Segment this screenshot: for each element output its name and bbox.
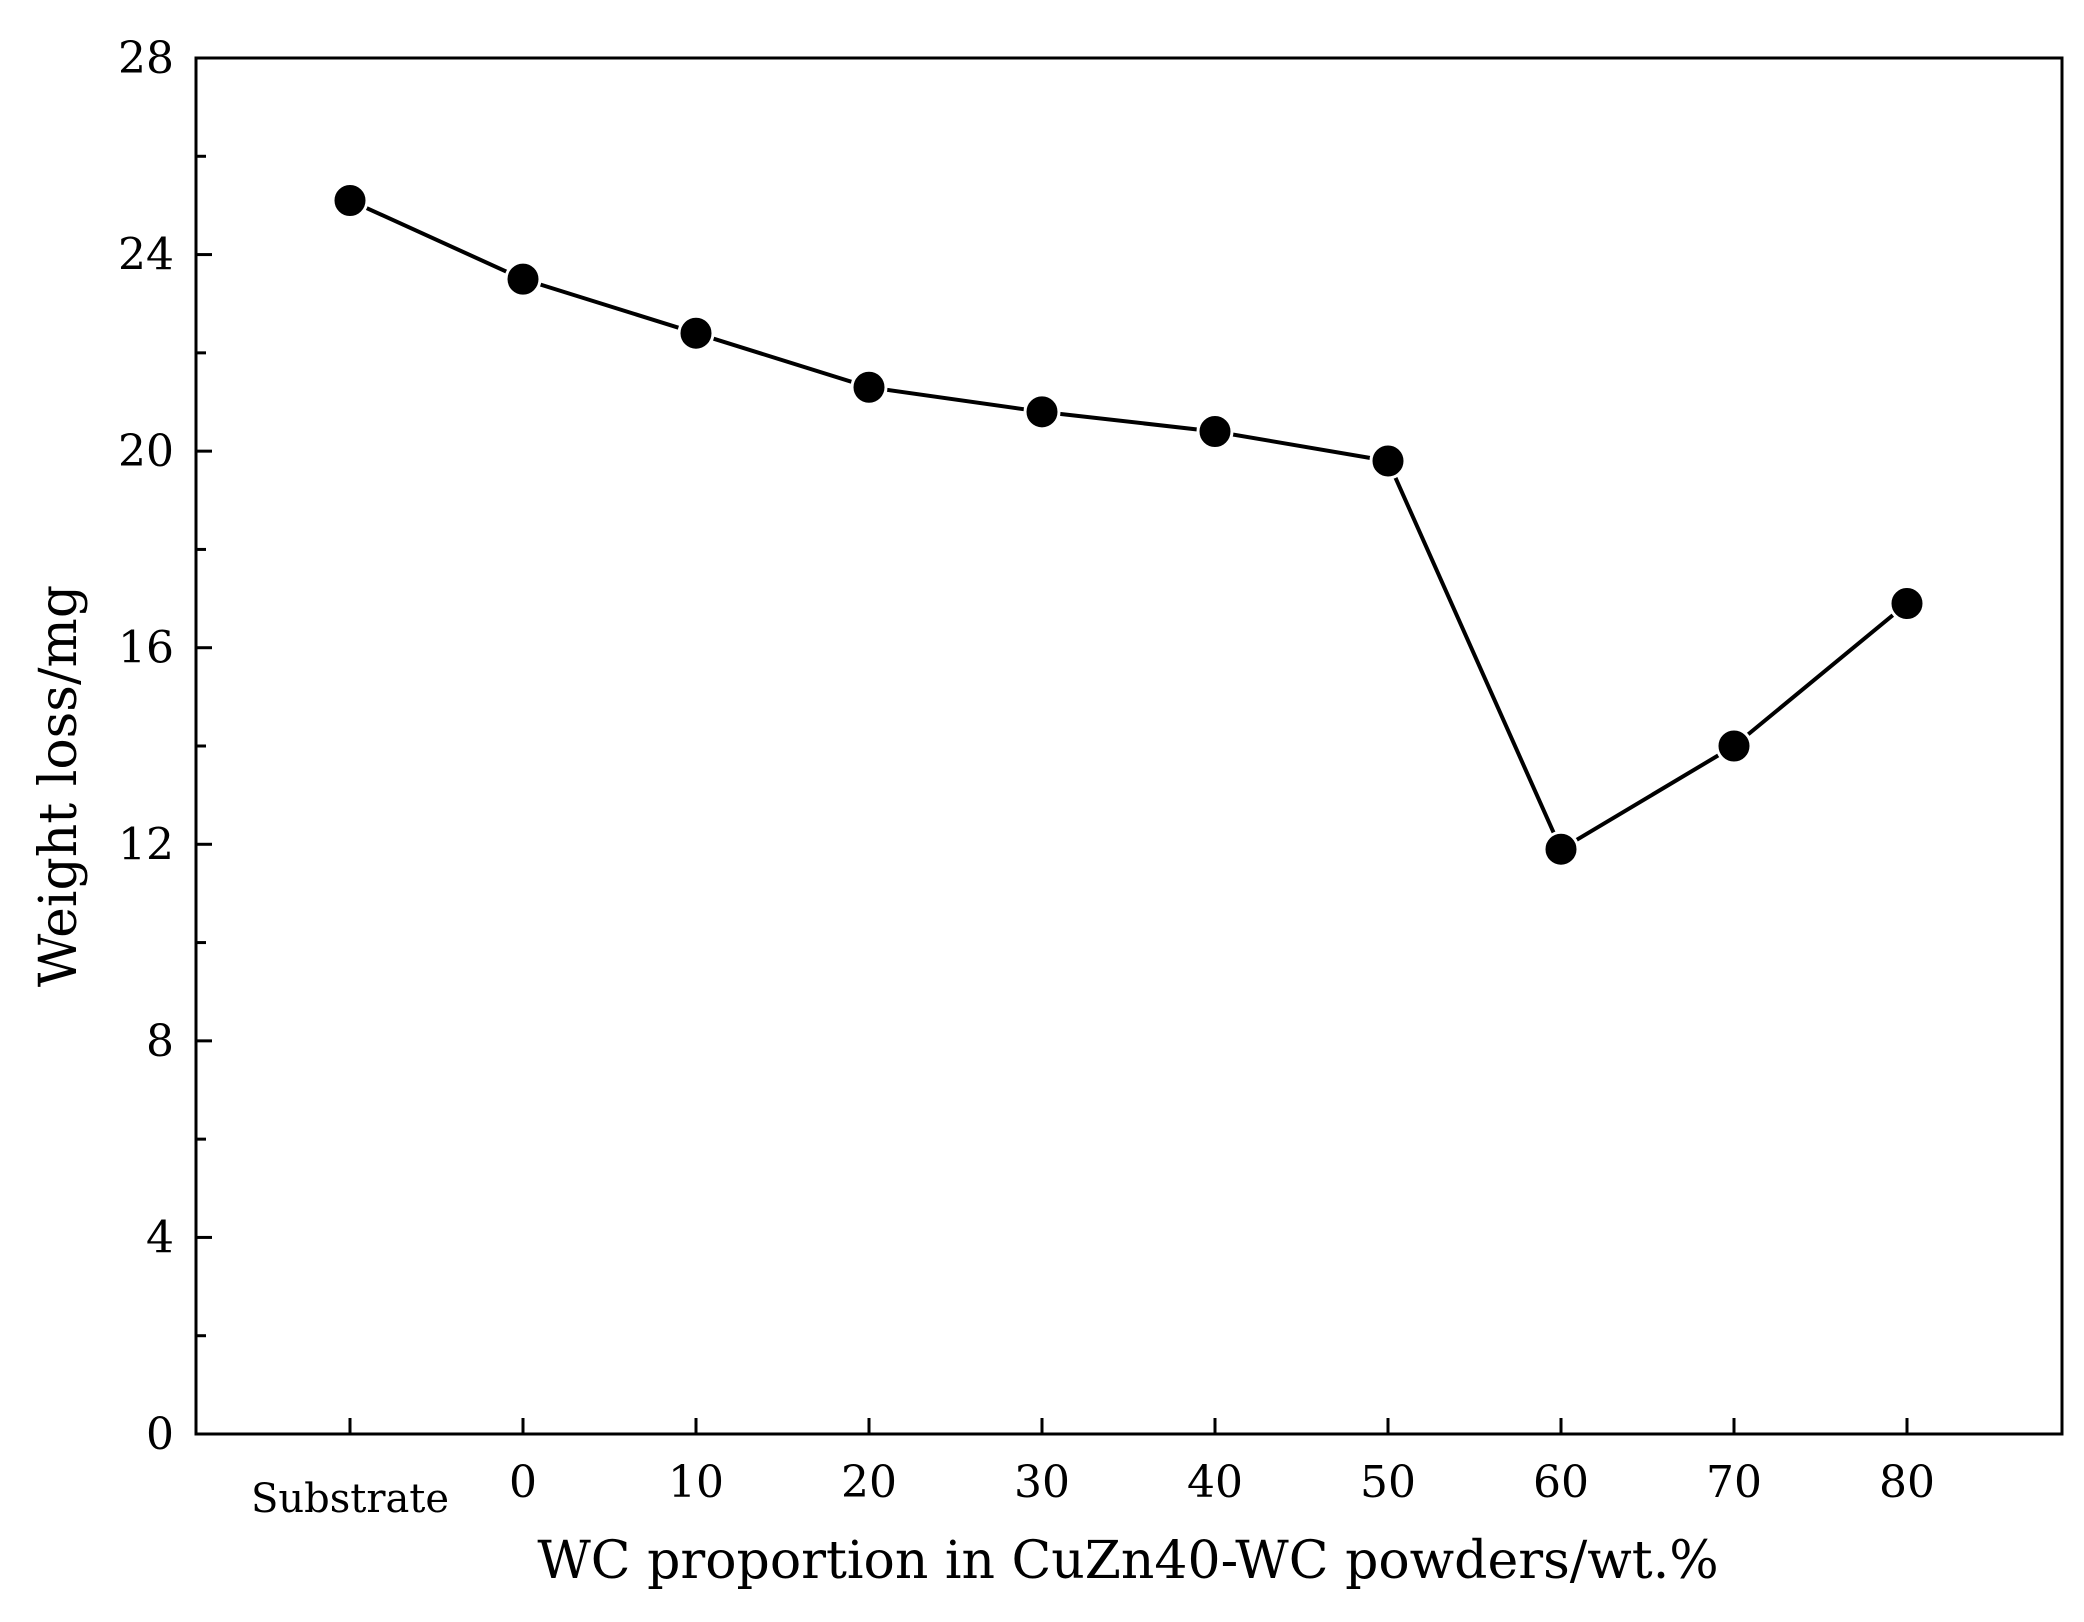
data-point-80 — [1888, 584, 1926, 622]
x-category-label: 50 — [1360, 1457, 1416, 1508]
y-tick-label: 20 — [118, 426, 174, 477]
y-tick-label: 28 — [118, 33, 174, 84]
x-category-label: 60 — [1533, 1457, 1589, 1508]
y-tick-label: 4 — [146, 1212, 174, 1263]
y-axis-ticks — [196, 56, 212, 1436]
y-tick-label: 0 — [146, 1409, 174, 1460]
series-line — [349, 198, 1909, 852]
data-point-70 — [1715, 727, 1753, 765]
y-tick-label: 16 — [118, 623, 174, 674]
data-point-substrate — [331, 182, 369, 220]
y-tick-label: 24 — [118, 230, 174, 281]
x-category-label: 20 — [841, 1457, 897, 1508]
y-tick-label: 8 — [146, 1016, 174, 1067]
x-category-label: 70 — [1706, 1457, 1762, 1508]
x-category-label: 40 — [1187, 1457, 1243, 1508]
data-point-50 — [1369, 442, 1407, 480]
series-layer — [331, 182, 1926, 868]
data-point-20 — [850, 368, 888, 406]
x-category-label: 30 — [1014, 1457, 1070, 1508]
x-axis-category-labels: Substrate 0 10 20 30 40 50 60 70 80 — [251, 1457, 1935, 1522]
y-axis-title: Weight loss/mg — [29, 585, 89, 987]
x-axis-ticks — [348, 1418, 1909, 1434]
x-axis-title: WC proportion in CuZn40-WC powders/wt.% — [537, 1531, 1718, 1591]
y-axis-tick-labels: 0 4 8 12 16 20 24 28 — [118, 33, 174, 1460]
data-point-40 — [1196, 412, 1234, 450]
x-category-label: 10 — [668, 1457, 724, 1508]
x-category-label: 0 — [509, 1457, 537, 1508]
data-point-60 — [1542, 830, 1580, 868]
data-point-0 — [504, 260, 542, 298]
y-tick-label: 12 — [118, 819, 174, 870]
data-point-10 — [677, 314, 715, 352]
plot-frame — [194, 56, 2064, 1436]
x-category-label: Substrate — [251, 1476, 449, 1522]
x-category-label: 80 — [1879, 1457, 1935, 1508]
data-point-30 — [1023, 393, 1061, 431]
